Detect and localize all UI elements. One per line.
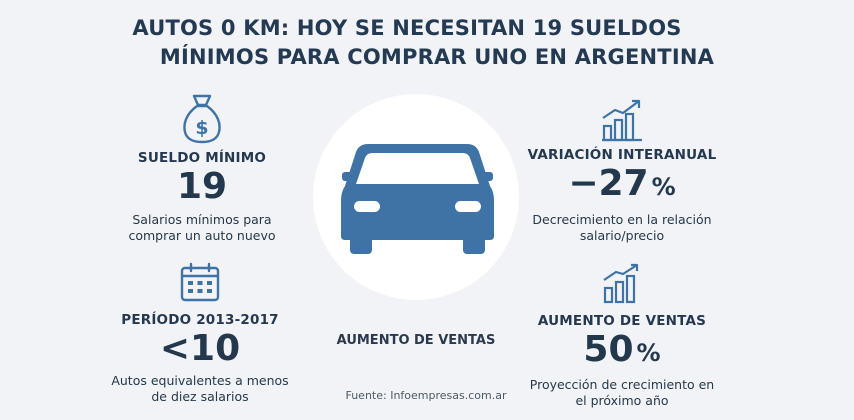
stat-unit: % (651, 173, 676, 201)
source-text: Fuente: Infoempresas.com.ar (345, 389, 507, 402)
stat-desc: Proyección de crecimiento en el próximo … (527, 377, 717, 409)
desc-line-2: salario/precio (579, 228, 665, 243)
calendar-icon (180, 262, 220, 302)
stat-value: 19 (176, 166, 228, 207)
stat-label: AUMENTO DE VENTAS (537, 313, 707, 329)
stat-number: 50 (583, 329, 634, 370)
stat-desc: Decrecimiento en la relación salario/pre… (527, 212, 717, 244)
page-title: AUTOS 0 KM: HOY SE NECESITAN 19 SUELDOS … (0, 14, 854, 72)
car-icon (341, 144, 494, 254)
stat-periodo: PERÍODO 2013-2017 <10 Autos equivalentes… (100, 262, 300, 405)
stat-desc: Autos equivalentes a menos de diez salar… (100, 373, 300, 405)
rising-chart-icon (602, 99, 642, 142)
stat-variacion-interanual: VARIACIÓN INTERANUAL −27% Decrecimiento … (527, 98, 717, 244)
stat-number: −27 (568, 163, 649, 204)
desc-line-2: el próximo año (575, 393, 669, 408)
desc-line-2: de diez salarios (151, 389, 249, 404)
bar-chart-icon (603, 263, 639, 304)
stat-value: −27% (527, 165, 717, 206)
stat-value: <10 (159, 328, 241, 369)
svg-text:$: $ (195, 117, 208, 139)
desc-line-2: comprar un auto nuevo (128, 228, 276, 243)
desc-line-1: Autos equivalentes a menos (111, 373, 289, 388)
title-line-1: AUTOS 0 KM: HOY SE NECESITAN 19 SUELDOS (132, 16, 682, 40)
stat-unit: % (636, 339, 661, 367)
stat-value: 50% (527, 331, 717, 372)
stat-label: SUELDO MÍNIMO (137, 150, 267, 166)
stat-label: PERÍODO 2013-2017 (121, 312, 279, 328)
desc-line-1: Salarios mínimos para (132, 212, 272, 227)
stat-desc: Salarios mínimos para comprar un auto nu… (107, 212, 297, 244)
money-bag-icon: $ (183, 94, 221, 144)
stat-label: VARIACIÓN INTERANUAL (527, 147, 717, 163)
desc-line-1: Decrecimiento en la relación (532, 212, 712, 227)
stat-aumento-ventas: AUMENTO DE VENTAS 50% Proyección de crec… (527, 262, 717, 409)
stat-sueldo-minimo: $ SUELDO MÍNIMO 19 Salarios mínimos para… (107, 92, 297, 244)
center-label: AUMENTO DE VENTAS (336, 333, 496, 348)
title-line-2: MÍNIMOS PARA COMPRAR UNO EN ARGENTINA (159, 45, 715, 69)
desc-line-1: Proyección de crecimiento en (529, 377, 715, 392)
